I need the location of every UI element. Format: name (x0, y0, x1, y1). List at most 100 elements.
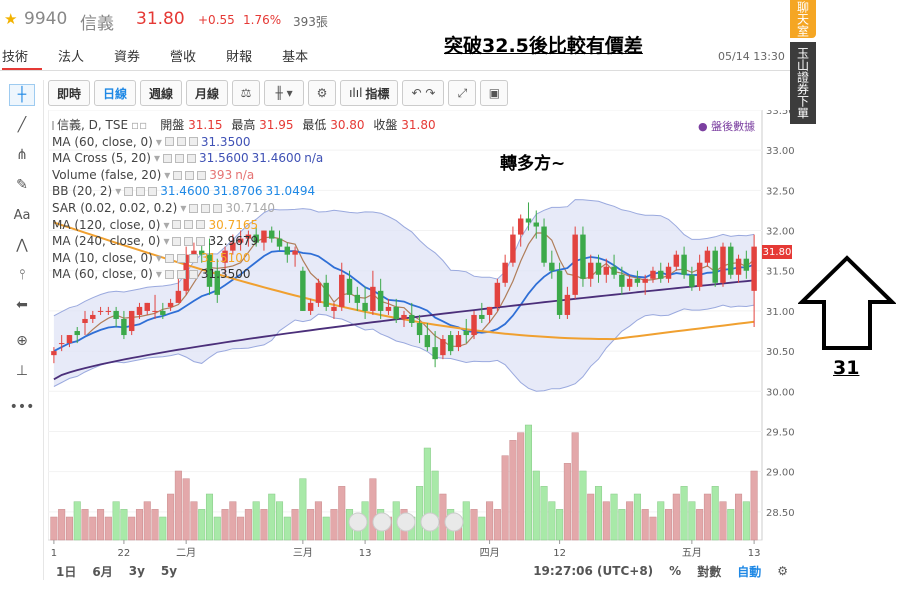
measure-icon[interactable]: ⫯ (18, 267, 26, 283)
indicator-label[interactable]: MA (60, close, 0) (52, 267, 153, 282)
zoom-icon[interactable]: ⊕ (16, 333, 28, 349)
range-5y-button[interactable]: 5y (160, 564, 178, 578)
indicator-control-icon[interactable] (172, 236, 182, 246)
crosshair-icon[interactable]: ┼ (9, 84, 35, 106)
arrow-left-icon[interactable]: ⬅ (16, 297, 28, 313)
indicator-dropdown-icon[interactable]: ▾ (115, 184, 122, 199)
indicator-remove-icon[interactable] (148, 187, 158, 197)
settings-gear-icon[interactable]: ⚙ (308, 80, 337, 106)
percent-toggle[interactable]: % (669, 564, 682, 578)
indicator-remove-icon[interactable] (196, 236, 206, 246)
volume-bar (563, 463, 571, 541)
fork-icon[interactable]: ⋔ (16, 147, 28, 163)
interval-realtime-button[interactable]: 即時 (48, 80, 91, 106)
indicator-remove-icon[interactable] (188, 270, 198, 280)
tab-financials[interactable]: 財報 (226, 50, 253, 65)
indicator-dropdown-icon[interactable]: ▾ (153, 151, 161, 166)
auto-toggle[interactable]: 自動 (737, 564, 762, 579)
indicator-label[interactable]: BB (20, 2) (52, 184, 113, 199)
indicator-remove-icon[interactable] (188, 253, 198, 263)
indicator-dropdown-icon[interactable]: ▾ (163, 217, 170, 232)
snapshot-camera-icon[interactable]: ▣ (480, 80, 509, 106)
volume-bar (439, 493, 447, 541)
tab-revenue[interactable]: 營收 (170, 50, 197, 65)
indicator-label[interactable]: SAR (0.02, 0.02, 0.2) (52, 200, 178, 215)
indicator-control-icon[interactable] (185, 170, 195, 180)
text-tool-icon[interactable]: Aa (13, 207, 31, 223)
interval-monthly-button[interactable]: 月線 (186, 80, 229, 106)
candle-body (230, 242, 236, 251)
chart-nav-button (396, 512, 416, 532)
settings-icon[interactable]: ⚙ (777, 564, 788, 578)
candle-body (751, 246, 757, 291)
indicator-dropdown-icon[interactable]: ▾ (155, 134, 162, 149)
indicator-remove-icon[interactable] (197, 170, 207, 180)
indicator-remove-icon[interactable] (188, 137, 198, 147)
fullscreen-icon[interactable]: ⤢ (448, 80, 477, 106)
indicator-remove-icon[interactable] (213, 203, 223, 213)
chat-room-button[interactable]: 聊天室 (790, 0, 816, 38)
indicator-dropdown-icon[interactable]: ▾ (163, 234, 170, 249)
compare-icon[interactable]: ⚖ (232, 80, 261, 106)
ruler-icon[interactable]: ⊥ (15, 363, 29, 379)
indicator-label[interactable]: MA (10, close, 0) (52, 250, 153, 265)
trendline-icon[interactable]: ╱ (17, 117, 27, 133)
indicator-remove-icon[interactable] (196, 220, 206, 230)
indicator-control-icon[interactable] (184, 220, 194, 230)
candle-body (183, 254, 189, 291)
indicator-value: 31.4600 (251, 151, 302, 166)
indicator-control-icon[interactable] (124, 187, 134, 197)
log-toggle[interactable]: 對數 (697, 564, 722, 579)
interval-weekly-button[interactable]: 週線 (140, 80, 183, 106)
indicators-button[interactable]: ılıl 指標 (340, 80, 399, 106)
range-6m-button[interactable]: 6月 (92, 564, 113, 579)
indicator-control-icon[interactable] (136, 187, 146, 197)
indicator-dropdown-icon[interactable]: ▾ (155, 250, 162, 265)
legend-title-controls-icon[interactable]: ▫▫ (131, 118, 148, 132)
tab-technical[interactable]: 技術 (2, 46, 43, 70)
brush-icon[interactable]: ✎ (16, 177, 28, 193)
interval-daily-button[interactable]: 日線 (94, 80, 137, 106)
range-1d-button[interactable]: 1日 (56, 564, 77, 579)
indicator-control-icon[interactable] (184, 236, 194, 246)
broker-order-button[interactable]: 玉山證券下單 (790, 42, 816, 124)
indicator-value: 31.8706 (212, 184, 263, 199)
indicator-label[interactable]: MA (60, close, 0) (52, 134, 153, 149)
collapse-icon[interactable] (52, 120, 54, 130)
candle-body (712, 250, 718, 283)
candle-body (370, 286, 376, 311)
after-hours-link[interactable]: ● 盤後數據 (698, 120, 756, 133)
indicator-control-icon[interactable] (175, 153, 185, 163)
undo-redo-icon[interactable]: ↶ ↷ (402, 80, 445, 106)
tab-basic[interactable]: 基本 (282, 50, 309, 65)
indicator-control-icon[interactable] (189, 203, 199, 213)
tab-institutional[interactable]: 法人 (58, 50, 85, 65)
indicator-control-icon[interactable] (164, 253, 174, 263)
pattern-icon[interactable]: ⋀ (16, 237, 28, 253)
candle-body (595, 262, 602, 275)
candle-type-icon[interactable]: ╫ ▾ (264, 80, 305, 106)
indicator-dropdown-icon[interactable]: ▾ (164, 167, 171, 182)
indicator-remove-icon[interactable] (187, 153, 197, 163)
range-3y-button[interactable]: 3y (128, 564, 145, 578)
indicator-control-icon[interactable] (201, 203, 211, 213)
tab-margin[interactable]: 資券 (114, 50, 141, 65)
indicator-control-icon[interactable] (173, 170, 183, 180)
indicator-dropdown-icon[interactable]: ▾ (180, 200, 187, 215)
indicator-label[interactable]: MA (120, close, 0) (52, 217, 161, 232)
indicator-control-icon[interactable] (176, 253, 186, 263)
price-chart[interactable]: 33.50 33.00 32.50 32.00 31.50 31.00 30.50 30.00… (48, 110, 796, 560)
candle-body (245, 234, 252, 239)
indicator-control-icon[interactable] (172, 220, 182, 230)
indicator-label[interactable]: MA (240, close, 0) (52, 234, 161, 249)
indicator-control-icon[interactable] (164, 137, 174, 147)
indicator-control-icon[interactable] (164, 270, 174, 280)
indicator-control-icon[interactable] (176, 270, 186, 280)
indicator-label[interactable]: MA Cross (5, 20) (52, 151, 151, 166)
indicator-control-icon[interactable] (163, 153, 173, 163)
indicator-dropdown-icon[interactable]: ▾ (155, 267, 162, 282)
more-icon[interactable]: ••• (9, 399, 35, 415)
star-icon[interactable]: ★ (4, 10, 18, 28)
indicator-label[interactable]: Volume (false, 20) (52, 167, 162, 182)
indicator-control-icon[interactable] (176, 137, 186, 147)
